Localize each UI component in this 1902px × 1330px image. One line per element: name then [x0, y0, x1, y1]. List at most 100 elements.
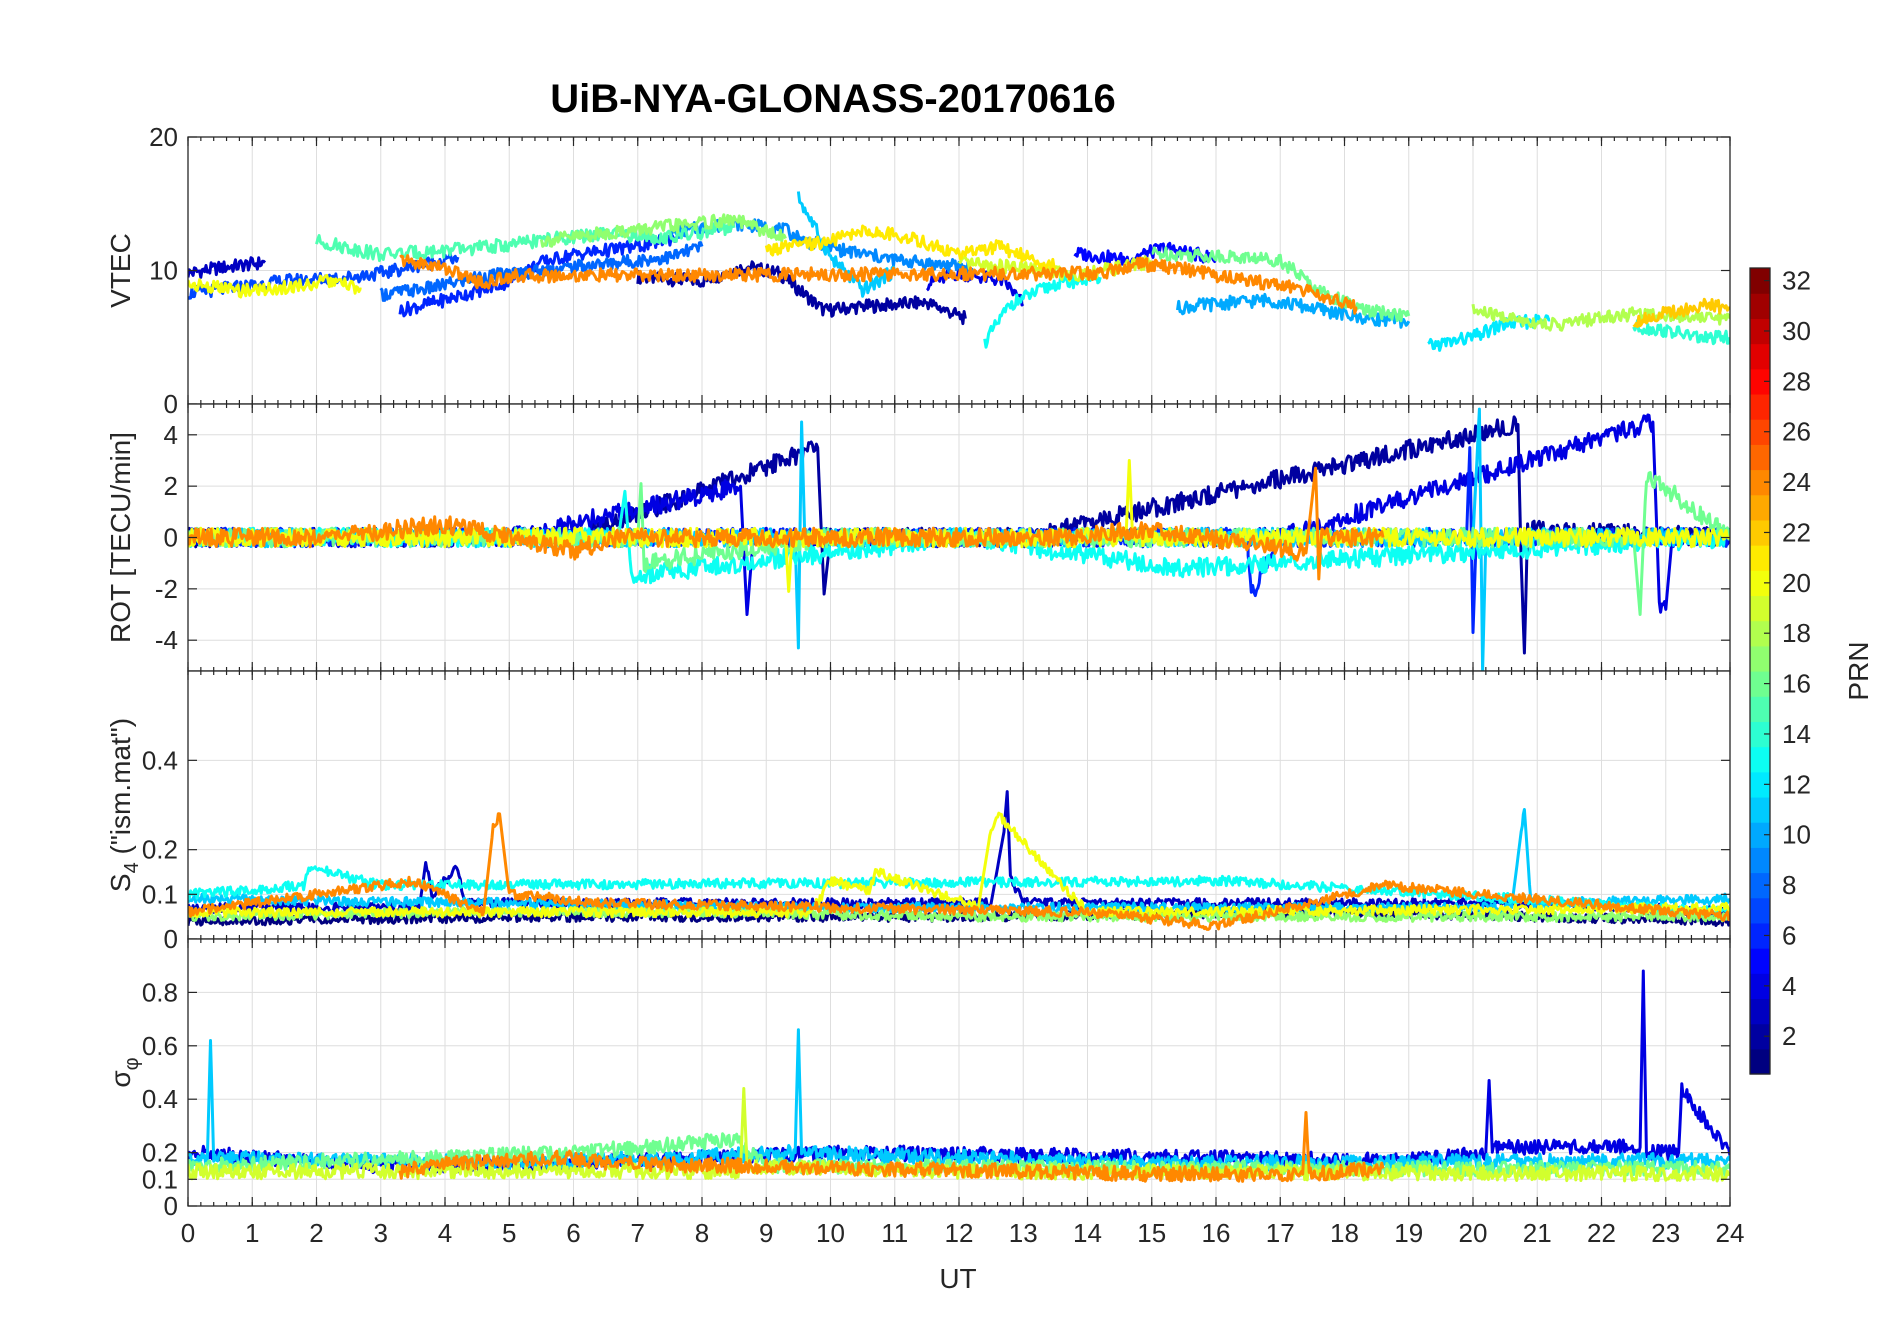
tick-marks	[187, 136, 1731, 405]
y-tick-label: 2	[164, 471, 178, 501]
colorbar-cell	[1750, 998, 1770, 1025]
y-tick-label: 0.2	[142, 1138, 178, 1168]
series-line-prn-20	[188, 811, 1730, 919]
y-axis-label: S4 ("ism.mat")	[105, 718, 143, 892]
series-line-prn-6	[398, 233, 678, 318]
colorbar-cell	[1750, 519, 1770, 546]
series-line-prn-16	[1151, 246, 1411, 323]
colorbar-tick-label: 4	[1782, 971, 1796, 1001]
colorbar-tick-label: 18	[1782, 618, 1811, 648]
colorbar-cell	[1750, 847, 1770, 874]
series-line-prn-3	[188, 256, 267, 279]
colorbar-cell	[1750, 872, 1770, 899]
series-line-prn-20	[188, 274, 362, 299]
y-tick-label: 0.1	[142, 1164, 178, 1194]
y-tick-label: 20	[149, 122, 178, 152]
colorbar-tick-label: 32	[1782, 266, 1811, 296]
series-line-prn-24	[399, 254, 1358, 315]
colorbar-cell	[1750, 696, 1770, 722]
x-tick-label: 16	[1202, 1218, 1231, 1248]
colorbar-cell	[1750, 494, 1770, 521]
series-line-prn-12	[1427, 313, 1551, 352]
colorbar-tick-label: 28	[1782, 366, 1811, 396]
colorbar-cell	[1750, 293, 1770, 319]
colorbar-tick-label: 14	[1782, 719, 1811, 749]
x-tick-label: 4	[438, 1218, 452, 1248]
series-line-prn-5	[1073, 241, 1218, 267]
x-tick-label: 14	[1073, 1218, 1102, 1248]
x-tick-label: 24	[1716, 1218, 1745, 1248]
x-tick-label: 12	[945, 1218, 974, 1248]
colorbar-tick-label: 22	[1782, 517, 1811, 547]
x-tick-label: 9	[759, 1218, 773, 1248]
x-tick-label: 5	[502, 1218, 516, 1248]
colorbar-tick-label: 2	[1782, 1021, 1796, 1051]
colorbar-cell	[1750, 570, 1770, 597]
y-tick-label: 0.6	[142, 1031, 178, 1061]
colorbar-cell	[1750, 897, 1770, 924]
y-tick-label: 0.4	[142, 745, 178, 775]
colorbar-cell	[1750, 948, 1770, 974]
tick-marks	[187, 404, 1731, 671]
colorbar-cell	[1750, 771, 1770, 798]
colorbar-cell	[1750, 343, 1770, 370]
series-line-prn-24	[188, 812, 1730, 931]
colorbar-tick-label: 12	[1782, 769, 1811, 799]
colorbar-tick-label: 10	[1782, 820, 1811, 850]
x-tick-label: 8	[695, 1218, 709, 1248]
x-tick-label: 0	[181, 1218, 195, 1248]
y-tick-label: 0	[164, 389, 178, 419]
x-tick-label: 19	[1394, 1218, 1423, 1248]
colorbar-tick-label: 24	[1782, 467, 1811, 497]
y-tick-label: 0.1	[142, 879, 178, 909]
x-tick-label: 13	[1009, 1218, 1038, 1248]
colorbar-frame	[1749, 267, 1771, 1075]
colorbar-cell	[1750, 268, 1770, 294]
y-tick-label: 0.4	[142, 1084, 178, 1114]
x-tick-label: 6	[566, 1218, 580, 1248]
colorbar-cell	[1750, 419, 1770, 445]
colorbar-tick-label: 20	[1782, 568, 1811, 598]
colorbar-cell	[1750, 393, 1770, 420]
colorbar-cell	[1750, 973, 1770, 1000]
panel-1: 0 10 20 VTEC	[105, 122, 1731, 419]
y-tick-label: 4	[164, 420, 178, 450]
series-line-prn-8	[379, 241, 704, 302]
y-axis-label: VTEC	[105, 233, 136, 308]
colorbar-cell	[1750, 1023, 1770, 1050]
colorbar-tick-label: 26	[1782, 417, 1811, 447]
panel-3: 0 0.1 0.2 0.4S4 ("ism.mat")	[105, 670, 1731, 954]
tick-marks	[187, 671, 1731, 940]
grid	[188, 671, 1730, 939]
y-tick-label: 10	[149, 256, 178, 286]
series-line-prn-24	[398, 1111, 1385, 1183]
colorbar-tick-label: 30	[1782, 316, 1811, 346]
y-tick-label: -4	[155, 625, 178, 655]
x-tick-label: 11	[881, 1218, 908, 1248]
colorbar-tick-label: 8	[1782, 870, 1796, 900]
colorbar-cell	[1750, 721, 1770, 748]
colorbar-cell	[1750, 620, 1770, 647]
y-tick-label: 0	[164, 1191, 178, 1221]
colorbar-cell	[1750, 645, 1770, 672]
colorbar-cell	[1750, 368, 1770, 395]
x-tick-label: 21	[1523, 1218, 1552, 1248]
y-axis-label: σφ	[105, 1057, 143, 1087]
x-tick-label: 22	[1587, 1218, 1616, 1248]
series-line-prn-14	[1632, 319, 1730, 346]
colorbar-tick-label: 16	[1782, 669, 1811, 699]
x-tick-label: 2	[309, 1218, 323, 1248]
colorbar-cell	[1750, 545, 1770, 571]
series-line-prn-22	[1632, 297, 1730, 328]
colorbar-cell	[1750, 1048, 1770, 1075]
series-group	[188, 407, 1730, 671]
series-group	[188, 790, 1730, 931]
y-tick-label: 0	[164, 924, 178, 954]
series-line-prn-17	[539, 213, 787, 248]
y-tick-label: -2	[155, 574, 178, 604]
x-tick-label: 18	[1330, 1218, 1359, 1248]
panel-2: -4 -2 0 2 4 ROT [TECU/min]	[105, 403, 1731, 672]
